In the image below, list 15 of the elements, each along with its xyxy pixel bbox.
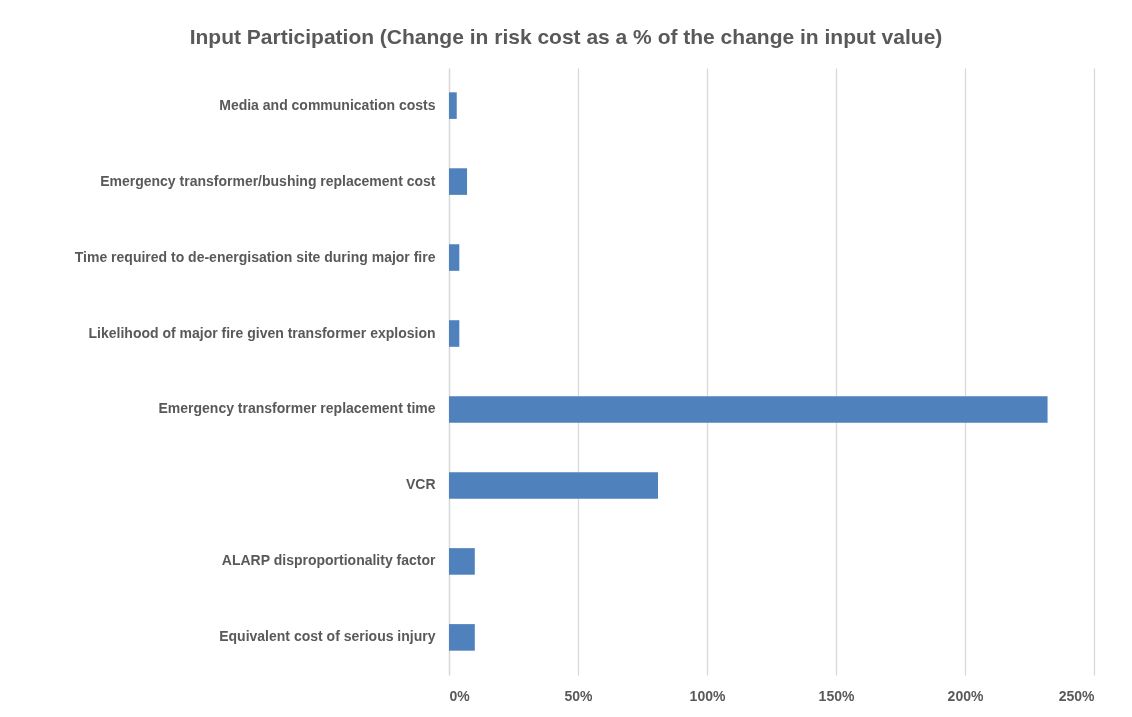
y-tick-label: Media and communication costs	[219, 96, 436, 113]
y-tick-label: Likelihood of major fire given transformer explosion	[88, 324, 436, 341]
y-tick-label: Emergency transformer replacement time	[158, 400, 436, 417]
x-tick-label: 0%	[449, 687, 471, 704]
y-tick-label: Equivalent cost of serious injury	[219, 628, 436, 645]
x-tick-label: 150%	[818, 687, 855, 704]
x-tick-label: 200%	[947, 687, 984, 704]
x-tick-label: 250%	[1058, 687, 1096, 704]
y-tick-label: ALARP disproportionality factor	[221, 552, 437, 569]
x-tick-label: 100%	[689, 687, 726, 704]
y-tick-label: Time required to de-energisation site during major fire	[74, 248, 436, 265]
y-tick-label: Emergency transformer/bushing replacement cost	[100, 172, 436, 189]
x-tick-label: 50%	[564, 687, 594, 704]
y-tick-label: VCR	[405, 476, 436, 493]
chart-title: Input Participation (Change in risk cost as a % of the change in input value)	[189, 25, 943, 48]
